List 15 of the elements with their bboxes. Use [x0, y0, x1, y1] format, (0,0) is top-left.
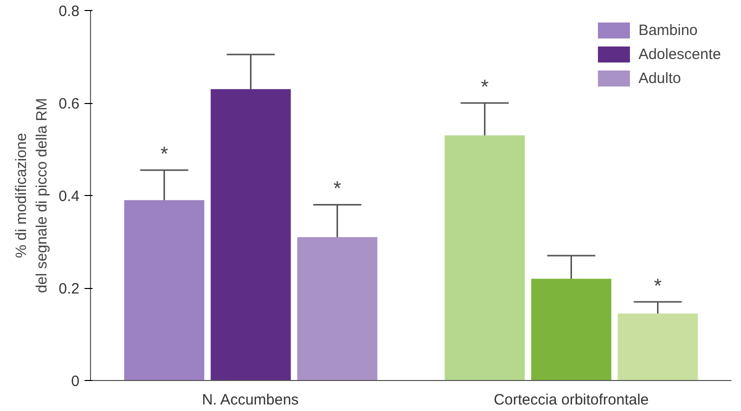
- y-tick-label: 0.2: [58, 280, 80, 298]
- x-tick-label: Corteccia orbitofrontale: [494, 392, 649, 408]
- y-tick-label: 0: [71, 373, 80, 390]
- data-label: *: [333, 178, 342, 200]
- data-label: *: [160, 143, 168, 166]
- x-tick-label: N. Accumbens: [202, 392, 299, 408]
- y-tick-label: 0.4: [58, 188, 80, 205]
- legend-label: Adulto: [638, 70, 681, 86]
- data-label: *: [480, 76, 489, 98]
- data-label: *: [654, 275, 662, 298]
- y-tick-label: 0.6: [58, 96, 80, 112]
- legend-label: Bambino: [638, 22, 698, 38]
- y-axis-title: % di modificazione del segnale di picco della RM: [13, 98, 51, 294]
- y-tick-label: 0.8: [58, 3, 80, 20]
- legend-label: Adolescente: [638, 46, 721, 62]
